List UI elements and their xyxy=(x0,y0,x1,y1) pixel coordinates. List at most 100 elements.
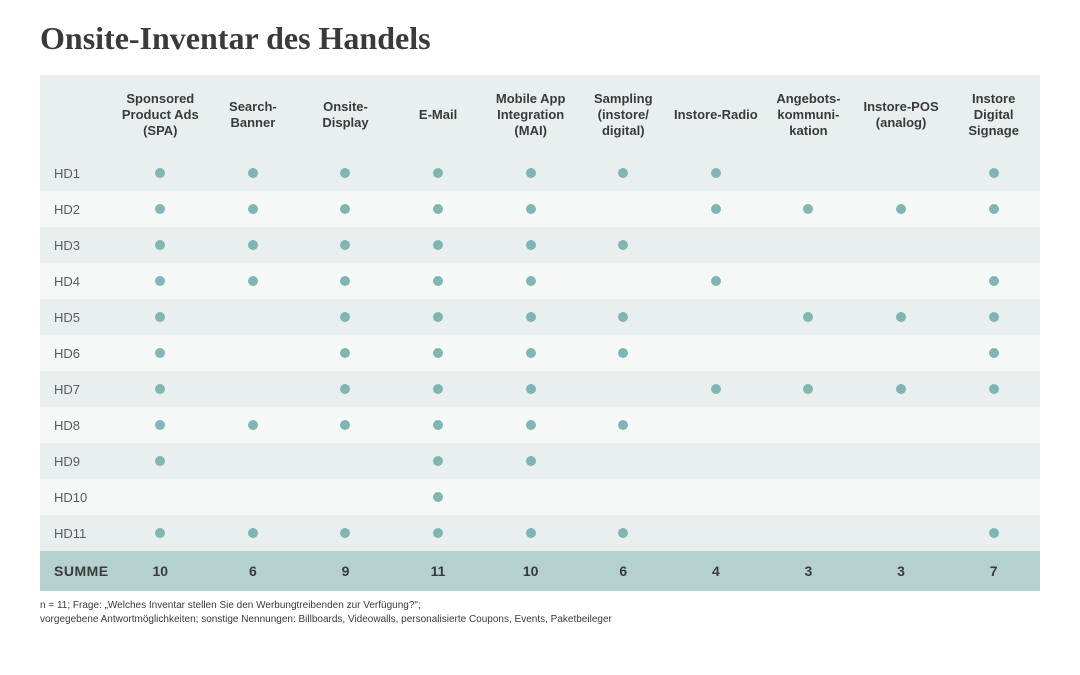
dot-icon xyxy=(433,240,443,250)
cell xyxy=(299,299,392,335)
dot-icon xyxy=(340,420,350,430)
row-label: HD6 xyxy=(40,335,114,371)
dot-icon xyxy=(526,348,536,358)
cell xyxy=(392,299,485,335)
dot-icon xyxy=(155,384,165,394)
table-row: HD2 xyxy=(40,191,1040,227)
dot-icon xyxy=(340,528,350,538)
cell xyxy=(207,299,300,335)
dot-icon xyxy=(248,420,258,430)
cell xyxy=(947,263,1040,299)
sum-cell: 11 xyxy=(392,551,485,591)
cell xyxy=(947,407,1040,443)
cell xyxy=(947,155,1040,191)
table-row: HD11 xyxy=(40,515,1040,551)
dot-icon xyxy=(711,168,721,178)
dot-icon xyxy=(526,420,536,430)
row-label: HD11 xyxy=(40,515,114,551)
sum-cell: 3 xyxy=(762,551,855,591)
cell xyxy=(392,263,485,299)
cell xyxy=(855,371,948,407)
cell xyxy=(577,443,670,479)
cell xyxy=(392,155,485,191)
col-header: Search-Banner xyxy=(207,75,300,155)
cell xyxy=(947,371,1040,407)
sum-cell: 7 xyxy=(947,551,1040,591)
cell xyxy=(114,299,207,335)
cell xyxy=(484,515,577,551)
cell xyxy=(484,407,577,443)
cell xyxy=(670,155,763,191)
cell xyxy=(207,227,300,263)
cell xyxy=(484,335,577,371)
cell xyxy=(577,299,670,335)
sum-cell: 6 xyxy=(577,551,670,591)
dot-icon xyxy=(248,528,258,538)
dot-icon xyxy=(526,276,536,286)
cell xyxy=(855,299,948,335)
dot-icon xyxy=(711,276,721,286)
page-title: Onsite-Inventar des Handels xyxy=(40,20,1040,57)
sum-cell: 6 xyxy=(207,551,300,591)
col-header: Sampling (instore/ digital) xyxy=(577,75,670,155)
cell xyxy=(670,227,763,263)
dot-icon xyxy=(340,348,350,358)
cell xyxy=(207,443,300,479)
row-label: HD4 xyxy=(40,263,114,299)
dot-icon xyxy=(989,168,999,178)
cell xyxy=(299,191,392,227)
dot-icon xyxy=(340,276,350,286)
sum-label: SUMME xyxy=(40,551,114,591)
cell xyxy=(392,371,485,407)
row-label: HD5 xyxy=(40,299,114,335)
cell xyxy=(577,335,670,371)
dot-icon xyxy=(989,528,999,538)
cell xyxy=(577,191,670,227)
dot-icon xyxy=(618,420,628,430)
cell xyxy=(762,155,855,191)
dot-icon xyxy=(989,204,999,214)
dot-icon xyxy=(155,420,165,430)
cell xyxy=(392,191,485,227)
cell xyxy=(670,479,763,515)
cell xyxy=(670,407,763,443)
dot-icon xyxy=(340,384,350,394)
dot-icon xyxy=(340,312,350,322)
dot-icon xyxy=(526,312,536,322)
cell xyxy=(114,191,207,227)
cell xyxy=(299,479,392,515)
sum-cell: 3 xyxy=(855,551,948,591)
table-row: HD10 xyxy=(40,479,1040,515)
cell xyxy=(114,263,207,299)
cell xyxy=(299,155,392,191)
cell xyxy=(484,263,577,299)
footnote-line2: vorgegebene Antwortmöglichkeiten; sonsti… xyxy=(40,614,612,625)
dot-icon xyxy=(711,384,721,394)
cell xyxy=(762,443,855,479)
col-header: E-Mail xyxy=(392,75,485,155)
dot-icon xyxy=(433,276,443,286)
dot-icon xyxy=(433,528,443,538)
dot-icon xyxy=(248,204,258,214)
cell xyxy=(114,407,207,443)
cell xyxy=(207,371,300,407)
table-row: HD6 xyxy=(40,335,1040,371)
cell xyxy=(114,443,207,479)
cell xyxy=(484,155,577,191)
cell xyxy=(392,443,485,479)
dot-icon xyxy=(340,240,350,250)
cell xyxy=(299,443,392,479)
cell xyxy=(855,407,948,443)
cell xyxy=(577,227,670,263)
cell xyxy=(207,479,300,515)
cell xyxy=(762,515,855,551)
dot-icon xyxy=(433,384,443,394)
cell xyxy=(392,515,485,551)
sum-cell: 9 xyxy=(299,551,392,591)
dot-icon xyxy=(155,276,165,286)
cell xyxy=(947,191,1040,227)
sum-cell: 10 xyxy=(114,551,207,591)
cell xyxy=(207,407,300,443)
cell xyxy=(114,371,207,407)
row-label: HD10 xyxy=(40,479,114,515)
